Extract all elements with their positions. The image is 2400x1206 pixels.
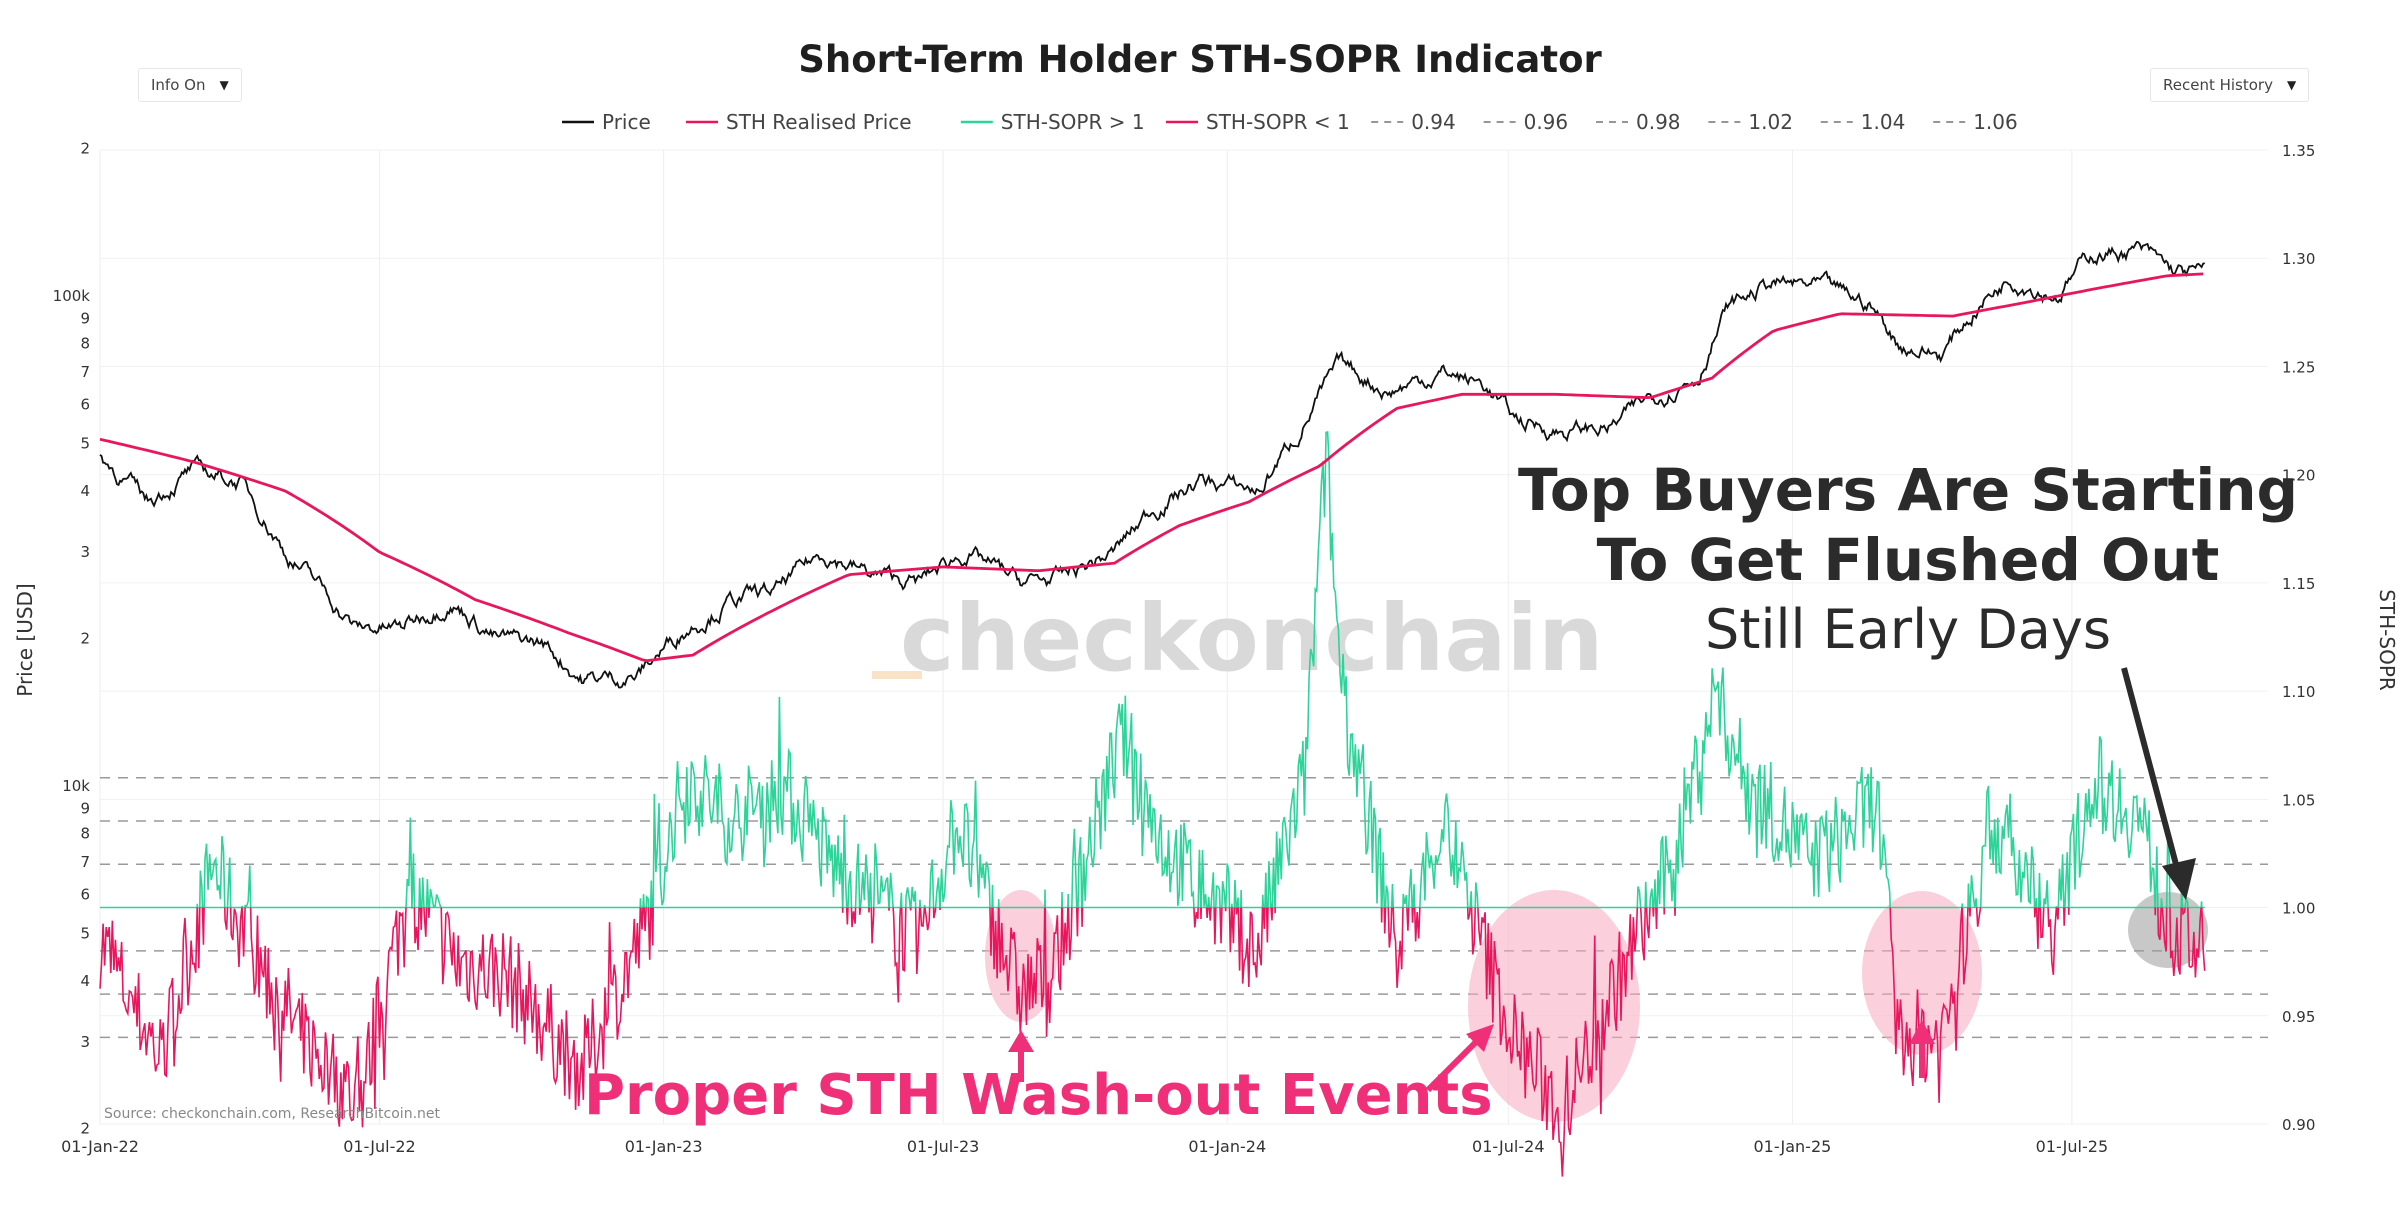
right-tick-label: 0.95 — [2282, 1008, 2315, 1026]
right-tick-label: 1.05 — [2282, 791, 2315, 809]
left-axis-ticks: 2 100k 9 8 7 6 5 4 3 2 10k 9 8 7 6 5 4 3 2 — [53, 139, 91, 1137]
source-note: Source: checkonchain.com, ResearchBitcoi… — [104, 1106, 441, 1122]
legend-item[interactable]: STH-SOPR < 1 — [1166, 110, 1350, 134]
info-dropdown[interactable]: Info On ▼ — [138, 68, 242, 102]
legend-item[interactable]: 0.96 — [1483, 110, 1569, 134]
left-tick-label: 3 — [80, 1033, 90, 1051]
legend-label: 1.06 — [1973, 110, 2018, 134]
left-axis-title: Price [USD] — [13, 583, 37, 697]
chevron-down-icon: ▼ — [219, 78, 229, 92]
x-tick-label: 01-Jan-25 — [1753, 1137, 1831, 1156]
legend-item[interactable]: STH-SOPR > 1 — [960, 110, 1145, 134]
x-tick-label: 01-Jul-25 — [2036, 1137, 2108, 1156]
legend-label: STH-SOPR > 1 — [1001, 110, 1145, 134]
legend-item[interactable]: 1.06 — [1933, 110, 2018, 134]
legend-label: STH Realised Price — [726, 110, 912, 134]
range-dropdown-label: Recent History — [2163, 76, 2273, 94]
legend-label: 1.02 — [1748, 110, 1793, 134]
left-tick-label: 2 — [80, 629, 90, 647]
legend-label: 0.98 — [1636, 110, 1681, 134]
left-tick-label: 5 — [80, 925, 90, 943]
annotation-top-buyers-line2: To Get Flushed Out — [1597, 526, 2220, 594]
legend-item[interactable]: 0.94 — [1371, 110, 1456, 134]
left-tick-label: 4 — [80, 972, 90, 990]
series-sopr-above-1 — [196, 431, 2203, 908]
left-tick-label: 8 — [80, 334, 90, 352]
legend-item[interactable]: Price — [562, 110, 651, 134]
series-price — [99, 240, 2206, 689]
x-tick-label: 01-Jan-23 — [625, 1137, 703, 1156]
info-dropdown-label: Info On — [151, 76, 206, 94]
reference-lines — [100, 776, 2268, 1039]
left-tick-label: 8 — [80, 824, 90, 842]
arrow-washout-2025 — [1909, 1020, 1935, 1078]
annotation-washout: Proper STH Wash-out Events — [584, 1063, 1493, 1128]
arrow-current-shaft — [2121, 667, 2181, 873]
arrow-2025-head — [1909, 1020, 1935, 1044]
right-tick-label: 1.35 — [2282, 142, 2315, 160]
annotation-still-early: Still Early Days — [1705, 598, 2111, 661]
x-tick-label: 01-Jul-23 — [907, 1137, 979, 1156]
right-tick-label: 1.20 — [2282, 467, 2315, 485]
right-tick-label: 1.30 — [2282, 250, 2315, 268]
series-sopr-below-1 — [99, 907, 2206, 1177]
x-axis-ticks: 01-Jan-22 01-Jul-22 01-Jan-23 01-Jul-23 01-J… — [61, 1137, 2108, 1156]
legend-item[interactable]: 0.98 — [1596, 110, 1681, 134]
x-tick-label: 01-Jul-24 — [1472, 1137, 1544, 1156]
x-tick-label: 01-Jan-22 — [61, 1137, 139, 1156]
x-tick-label: 01-Jul-22 — [343, 1137, 415, 1156]
chart-title: Short-Term Holder STH-SOPR Indicator — [798, 38, 1602, 81]
legend-label: STH-SOPR < 1 — [1206, 110, 1350, 134]
left-tick-label: 10k — [62, 777, 90, 795]
legend-item[interactable]: 1.04 — [1820, 110, 1906, 134]
right-axis-title: STH-SOPR — [2375, 589, 2399, 691]
range-dropdown[interactable]: Recent History ▼ — [2150, 68, 2310, 102]
washout-highlight-2023 — [985, 890, 1057, 1022]
series-sth-realised-price — [99, 272, 2204, 663]
legend-label: Price — [602, 110, 651, 134]
watermark: checkonchain — [900, 585, 1604, 692]
washout-highlight-2025 — [1862, 891, 1982, 1055]
left-tick-label: 4 — [80, 482, 90, 500]
legend-item[interactable]: STH Realised Price — [686, 110, 912, 134]
left-tick-label: 9 — [80, 309, 90, 327]
x-tick-label: 01-Jan-24 — [1188, 1137, 1266, 1156]
series-group — [99, 240, 2206, 1177]
arrow-2024-head — [1466, 1024, 1494, 1052]
right-axis-ticks: 1.35 1.30 1.25 1.20 1.15 1.10 1.05 1.00 0.95 0.90 — [2282, 142, 2315, 1134]
left-tick-label: 2 — [80, 139, 90, 157]
left-tick-label: 7 — [80, 853, 90, 871]
right-tick-label: 1.15 — [2282, 575, 2315, 593]
legend-label: 0.94 — [1411, 110, 1456, 134]
arrow-washout-2024 — [1425, 1024, 1494, 1093]
annotation-top-buyers-line1: Top Buyers Are Starting — [1518, 456, 2298, 524]
legend-label: 0.96 — [1524, 110, 1569, 134]
legend-label: 1.04 — [1861, 110, 1906, 134]
watermark-underscore — [872, 671, 922, 679]
left-tick-label: 5 — [80, 435, 90, 453]
legend: Price STH Realised Price STH-SOPR > 1 STH-S… — [562, 110, 2018, 134]
arrow-2024-shaft — [1425, 1037, 1481, 1093]
legend-item[interactable]: 1.02 — [1708, 110, 1793, 134]
left-tick-label: 6 — [80, 886, 90, 904]
right-tick-label: 1.10 — [2282, 683, 2315, 701]
left-tick-label: 7 — [80, 363, 90, 381]
left-tick-label: 3 — [80, 543, 90, 561]
arrow-current-head — [2162, 858, 2196, 900]
arrow-2023-head — [1008, 1030, 1034, 1052]
right-tick-label: 1.00 — [2282, 900, 2315, 918]
left-tick-label: 9 — [80, 799, 90, 817]
left-tick-label: 6 — [80, 396, 90, 414]
right-tick-label: 0.90 — [2282, 1116, 2315, 1134]
left-tick-label: 100k — [53, 287, 91, 305]
right-tick-label: 1.25 — [2282, 358, 2315, 376]
left-tick-label: 2 — [80, 1119, 90, 1137]
arrow-current — [2121, 667, 2196, 900]
chevron-down-icon: ▼ — [2286, 78, 2297, 92]
arrow-washout-2023 — [1008, 1030, 1034, 1082]
